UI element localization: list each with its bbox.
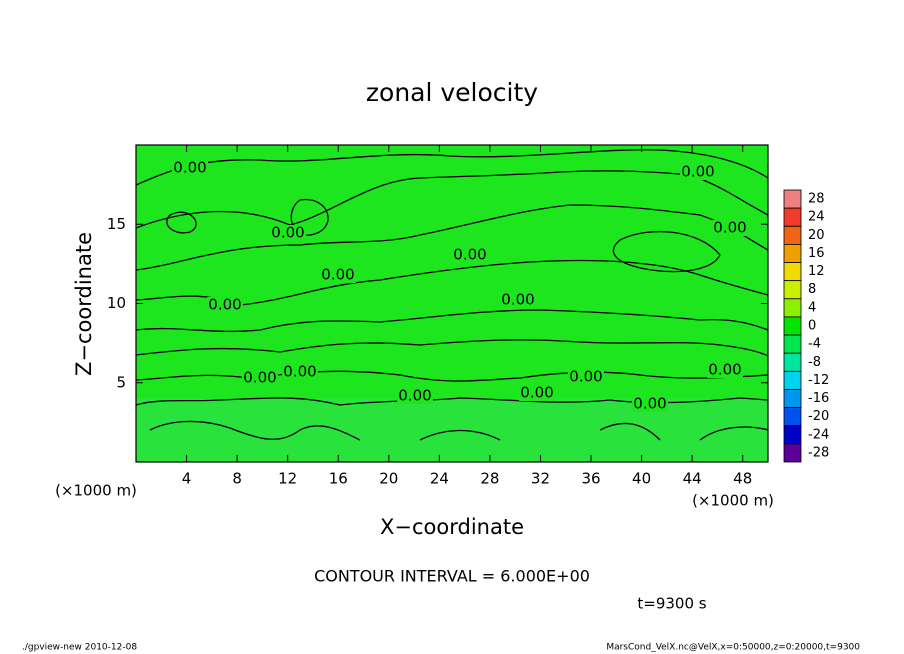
contour-label: 0.00: [208, 296, 241, 314]
colorbar-box: [783, 407, 802, 427]
colorbar-label: 0: [808, 319, 816, 334]
plot-area: 0.00 0.00 0.00 0.00 0.00 0.00 0.00 0.00 0.00 0.00…: [135, 145, 769, 462]
contour-label: 0.00: [243, 369, 276, 387]
contour-label-bg: [282, 364, 318, 380]
x-tick-label: 16: [329, 470, 348, 488]
contour-label-bg: [568, 369, 604, 385]
time-label: t=9300 s: [637, 595, 706, 613]
contour-label-bg: [519, 385, 555, 401]
chart-title: zonal velocity: [366, 78, 538, 107]
x-tick-label: 12: [278, 470, 297, 488]
colorbar-box: [783, 352, 802, 372]
contour-label: 0.00: [271, 224, 304, 242]
x-tick-label: 32: [531, 470, 550, 488]
colorbar-label: 4: [808, 300, 816, 315]
colorbar-label: -24: [808, 427, 829, 442]
y-axis-label: Z−coordinate: [72, 232, 96, 376]
colorbar-box: [783, 207, 802, 227]
y-tick-label: 15: [107, 215, 126, 233]
contour-label-bg: [632, 396, 668, 412]
contour-label-bg: [500, 292, 536, 308]
colorbar-box: [783, 425, 802, 445]
colorbar-label: -8: [808, 355, 821, 370]
colorbar-label: -12: [808, 373, 829, 388]
contour-line: [166, 211, 197, 234]
contour-label-bg: [172, 160, 208, 176]
x-tick-label: 24: [430, 470, 449, 488]
footer-left: ./gpview-new 2010-12-08: [22, 643, 137, 653]
colorbar-box: [783, 189, 802, 209]
colorbar-label: -20: [808, 409, 829, 424]
x-tick-label: 44: [683, 470, 702, 488]
contour-interval: CONTOUR INTERVAL = 6.000E+00: [314, 567, 590, 586]
contour-label-bg: [320, 267, 356, 283]
colorbar-box: [783, 370, 802, 390]
contour-label-bg: [397, 388, 433, 404]
x-unit: (×1000 m): [692, 492, 774, 510]
contour-label-bg: [452, 247, 488, 263]
x-tick-label: 36: [581, 470, 600, 488]
contour-label-bg: [680, 164, 716, 180]
contour-line: [149, 420, 769, 441]
colorbar-box: [783, 225, 802, 245]
colorbar-box: [783, 334, 802, 354]
contour-label: 0.00: [398, 387, 431, 405]
contour-label: 0.00: [453, 246, 486, 264]
x-axis-label: X−coordinate: [380, 515, 524, 539]
colorbar-label: 24: [808, 210, 825, 225]
colorbar-box: [783, 262, 802, 282]
x-tick-label: 28: [480, 470, 499, 488]
contour-label: 0.00: [681, 163, 714, 181]
y-tick-label: 10: [107, 294, 126, 312]
contour-label-bg: [207, 297, 243, 313]
contour-label: 0.00: [321, 266, 354, 284]
colorbar-label: -4: [808, 337, 821, 352]
x-tick-label: 20: [379, 470, 398, 488]
contour-line: [135, 204, 769, 271]
contour-label: 0.00: [708, 361, 741, 379]
colorbar-label: 28: [808, 192, 825, 207]
colorbar-box: [783, 280, 802, 300]
x-unit: (×1000 m): [55, 482, 137, 500]
colorbar-label: 8: [808, 282, 816, 297]
contour-label: 0.00: [501, 291, 534, 309]
contour-line: [135, 339, 769, 357]
colorbar-label: -16: [808, 391, 829, 406]
colorbar-box: [783, 243, 802, 263]
contour-line: [290, 198, 329, 236]
colorbar-box: [783, 443, 802, 463]
contour-line: [612, 230, 721, 273]
contour-label: 0.00: [283, 363, 316, 381]
contour-label-bg: [712, 220, 748, 236]
footer-right: MarsCond_VelX.nc@VelX,x=0:50000,z=0:2000…: [606, 643, 860, 653]
colorbar-box: [783, 389, 802, 409]
x-tick-label: 8: [232, 470, 242, 488]
contour-line: [135, 149, 769, 186]
x-tick-label: 4: [182, 470, 192, 488]
colorbar-label: 16: [808, 246, 825, 261]
colorbar-label: 20: [808, 228, 825, 243]
contour-label-bg: [242, 370, 278, 386]
contour-label-bg: [270, 225, 306, 241]
colorbar-box: [783, 316, 802, 336]
colorbar-box: [783, 298, 802, 318]
contour-label: 0.00: [633, 395, 666, 413]
colorbar-label: -28: [808, 445, 829, 460]
contour-label-bg: [707, 362, 743, 378]
x-tick-label: 40: [632, 470, 651, 488]
contour-label: 0.00: [713, 219, 746, 237]
y-tick-label: 5: [116, 373, 126, 391]
contour-label: 0.00: [520, 384, 553, 402]
colorbar-label: 12: [808, 264, 825, 279]
contour-line: [135, 309, 769, 333]
contour-label: 0.00: [569, 368, 602, 386]
x-tick-label: 48: [733, 470, 752, 488]
contour-label: 0.00: [173, 159, 206, 177]
